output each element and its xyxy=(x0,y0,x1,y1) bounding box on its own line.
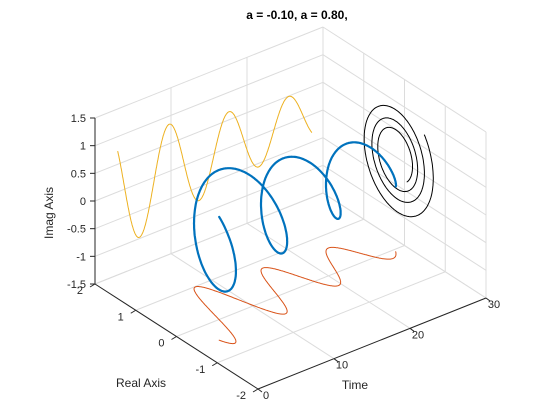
x-tick-label: 10 xyxy=(336,360,348,372)
z-tick-label: 0 xyxy=(80,196,86,208)
y-tick-label: -2 xyxy=(236,390,246,402)
grid-line xyxy=(322,137,487,244)
series-projection-real xyxy=(193,246,397,345)
grid-lines xyxy=(94,26,487,390)
x-tick-label: 20 xyxy=(412,329,424,341)
grid-line xyxy=(322,26,487,133)
y-tick-label: -1 xyxy=(195,364,205,376)
grid-line xyxy=(322,164,487,271)
z-tick-label: 1.5 xyxy=(71,113,86,125)
grid-line xyxy=(135,218,364,311)
grid-line xyxy=(217,271,446,364)
grid-line xyxy=(176,245,405,337)
y-tick-mark xyxy=(130,309,137,314)
z-tick-label: -1 xyxy=(76,251,86,263)
z-tick-label: 0.5 xyxy=(71,168,86,180)
x-tick-label: 30 xyxy=(488,299,500,311)
grid-line xyxy=(322,81,487,188)
y-tick-mark xyxy=(211,362,218,367)
grid-line xyxy=(94,192,324,285)
x-tick-mark xyxy=(409,327,415,332)
tick-labels: 0 10 20 30 -2 -1 0 1 2-1.5 -1 -0.5 0 0.5 1 1.5 xyxy=(67,113,500,402)
grid-line xyxy=(94,109,324,202)
x-axis-label: Time xyxy=(342,378,369,392)
y-tick-label: 2 xyxy=(77,285,83,297)
grid-line xyxy=(94,54,324,147)
x-tick-label: 0 xyxy=(263,390,269,402)
data-series xyxy=(117,95,434,345)
x-tick-mark xyxy=(485,297,491,302)
y-tick-mark xyxy=(252,388,259,393)
grid-line xyxy=(322,109,487,216)
x-tick-mark xyxy=(257,388,263,393)
grid-line xyxy=(94,81,324,174)
z-tick-label: -0.5 xyxy=(67,224,86,236)
x-axis-line xyxy=(257,297,487,390)
x-tick-mark xyxy=(333,358,339,363)
chart-title: a = -0.10, a = 0.80, xyxy=(246,8,347,22)
z-tick-label: 1 xyxy=(80,141,86,153)
y-axis-label: Real Axis xyxy=(116,376,166,390)
grid-line xyxy=(94,137,324,230)
grid-line xyxy=(94,164,324,257)
series-trajectory xyxy=(192,141,398,293)
grid-line xyxy=(322,54,487,161)
y-tick-label: 1 xyxy=(118,311,124,323)
grid-line xyxy=(322,192,487,299)
series-projection-imag xyxy=(117,95,313,238)
z-tick-label: -1.5 xyxy=(67,279,86,291)
grid-line xyxy=(94,26,324,119)
z-axis-label: Imag Axis xyxy=(42,187,56,239)
axes xyxy=(89,117,491,393)
y-tick-label: 0 xyxy=(158,338,164,350)
series-phase-portrait xyxy=(363,104,434,218)
y-tick-mark xyxy=(171,336,177,340)
